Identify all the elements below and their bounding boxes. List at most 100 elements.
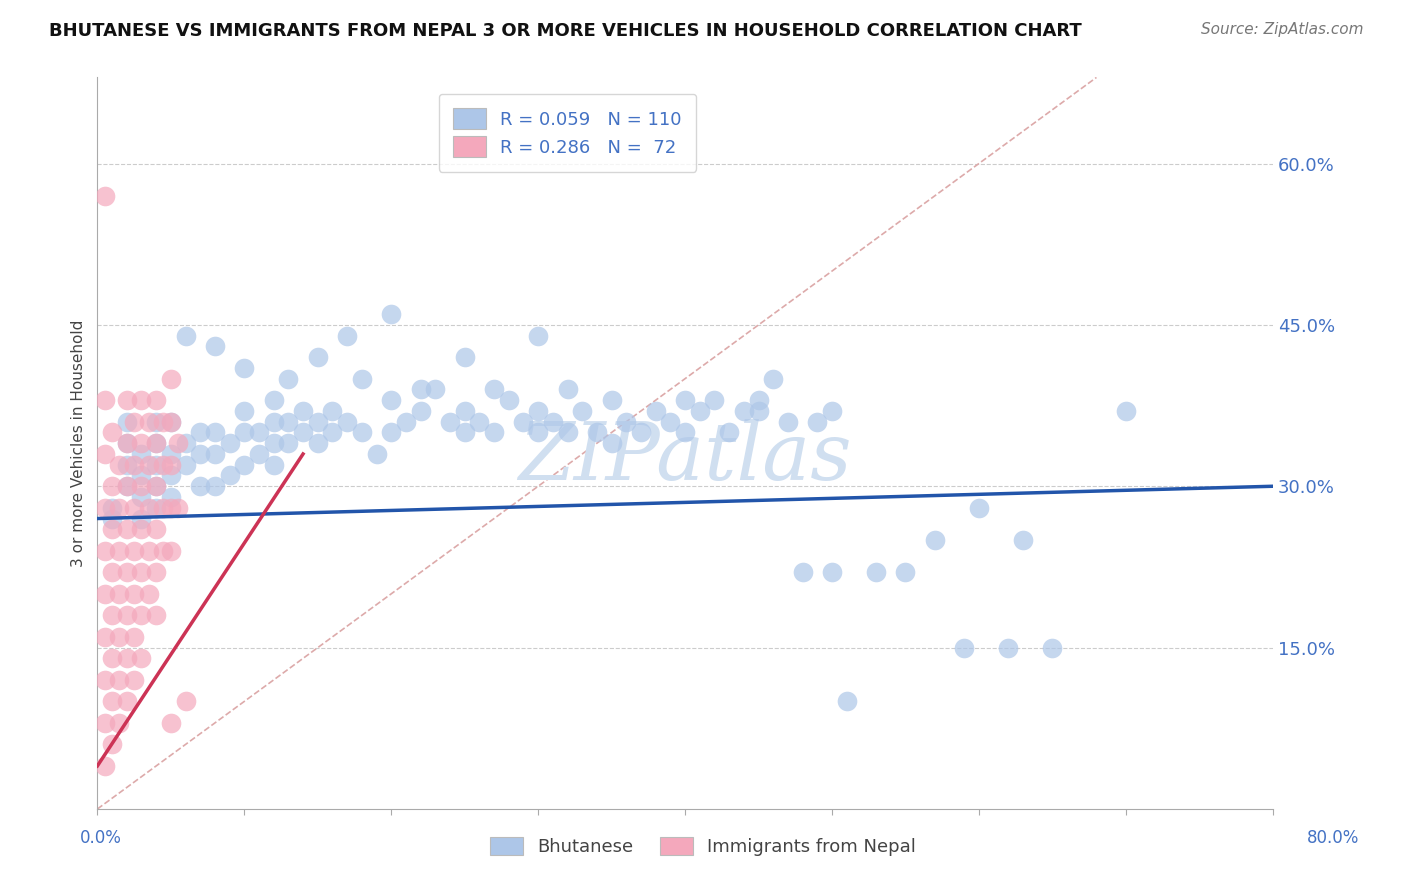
- Point: [145, 522, 167, 536]
- Point: [101, 566, 124, 580]
- Point: [527, 328, 550, 343]
- Point: [1040, 640, 1063, 655]
- Point: [115, 479, 138, 493]
- Point: [821, 404, 844, 418]
- Point: [188, 479, 211, 493]
- Point: [204, 447, 226, 461]
- Point: [747, 393, 769, 408]
- Point: [108, 715, 131, 730]
- Point: [159, 500, 181, 515]
- Point: [277, 436, 299, 450]
- Point: [204, 339, 226, 353]
- Point: [395, 415, 418, 429]
- Point: [557, 383, 579, 397]
- Point: [336, 328, 359, 343]
- Point: [167, 500, 190, 515]
- Point: [233, 458, 256, 472]
- Point: [93, 630, 115, 644]
- Point: [1115, 404, 1137, 418]
- Point: [138, 500, 160, 515]
- Point: [247, 425, 270, 440]
- Point: [263, 436, 285, 450]
- Point: [131, 436, 153, 450]
- Point: [131, 468, 153, 483]
- Point: [122, 630, 145, 644]
- Point: [93, 447, 115, 461]
- Point: [115, 566, 138, 580]
- Point: [247, 447, 270, 461]
- Point: [145, 500, 167, 515]
- Point: [350, 425, 373, 440]
- Point: [115, 458, 138, 472]
- Point: [145, 479, 167, 493]
- Point: [997, 640, 1019, 655]
- Point: [336, 415, 359, 429]
- Point: [101, 738, 124, 752]
- Point: [703, 393, 725, 408]
- Point: [138, 415, 160, 429]
- Point: [101, 479, 124, 493]
- Point: [122, 500, 145, 515]
- Point: [967, 500, 990, 515]
- Point: [131, 522, 153, 536]
- Point: [453, 404, 475, 418]
- Point: [307, 350, 329, 364]
- Point: [673, 425, 696, 440]
- Point: [453, 425, 475, 440]
- Point: [167, 436, 190, 450]
- Point: [482, 383, 505, 397]
- Point: [673, 393, 696, 408]
- Point: [233, 404, 256, 418]
- Point: [527, 425, 550, 440]
- Point: [115, 415, 138, 429]
- Point: [380, 307, 402, 321]
- Point: [277, 372, 299, 386]
- Point: [159, 468, 181, 483]
- Point: [821, 566, 844, 580]
- Point: [482, 425, 505, 440]
- Point: [277, 415, 299, 429]
- Point: [101, 651, 124, 665]
- Point: [425, 383, 447, 397]
- Point: [108, 630, 131, 644]
- Point: [138, 543, 160, 558]
- Point: [659, 415, 682, 429]
- Point: [131, 608, 153, 623]
- Point: [409, 404, 432, 418]
- Point: [263, 415, 285, 429]
- Point: [762, 372, 785, 386]
- Point: [174, 694, 197, 708]
- Point: [924, 533, 946, 547]
- Point: [122, 587, 145, 601]
- Point: [453, 350, 475, 364]
- Point: [159, 490, 181, 504]
- Point: [630, 425, 652, 440]
- Legend: Bhutanese, Immigrants from Nepal: Bhutanese, Immigrants from Nepal: [482, 830, 924, 863]
- Point: [159, 447, 181, 461]
- Point: [115, 436, 138, 450]
- Text: 0.0%: 0.0%: [80, 829, 122, 847]
- Point: [152, 458, 174, 472]
- Point: [159, 372, 181, 386]
- Point: [145, 436, 167, 450]
- Text: Source: ZipAtlas.com: Source: ZipAtlas.com: [1201, 22, 1364, 37]
- Point: [101, 694, 124, 708]
- Point: [233, 360, 256, 375]
- Text: 80.0%: 80.0%: [1306, 829, 1360, 847]
- Text: ZIPatlas: ZIPatlas: [519, 419, 852, 497]
- Point: [101, 425, 124, 440]
- Legend: R = 0.059   N = 110, R = 0.286   N =  72: R = 0.059 N = 110, R = 0.286 N = 72: [439, 94, 696, 171]
- Point: [145, 436, 167, 450]
- Point: [557, 425, 579, 440]
- Point: [307, 415, 329, 429]
- Point: [350, 372, 373, 386]
- Point: [188, 425, 211, 440]
- Point: [292, 404, 315, 418]
- Point: [115, 479, 138, 493]
- Point: [115, 436, 138, 450]
- Point: [366, 447, 388, 461]
- Point: [152, 500, 174, 515]
- Point: [953, 640, 976, 655]
- Point: [93, 543, 115, 558]
- Point: [101, 511, 124, 525]
